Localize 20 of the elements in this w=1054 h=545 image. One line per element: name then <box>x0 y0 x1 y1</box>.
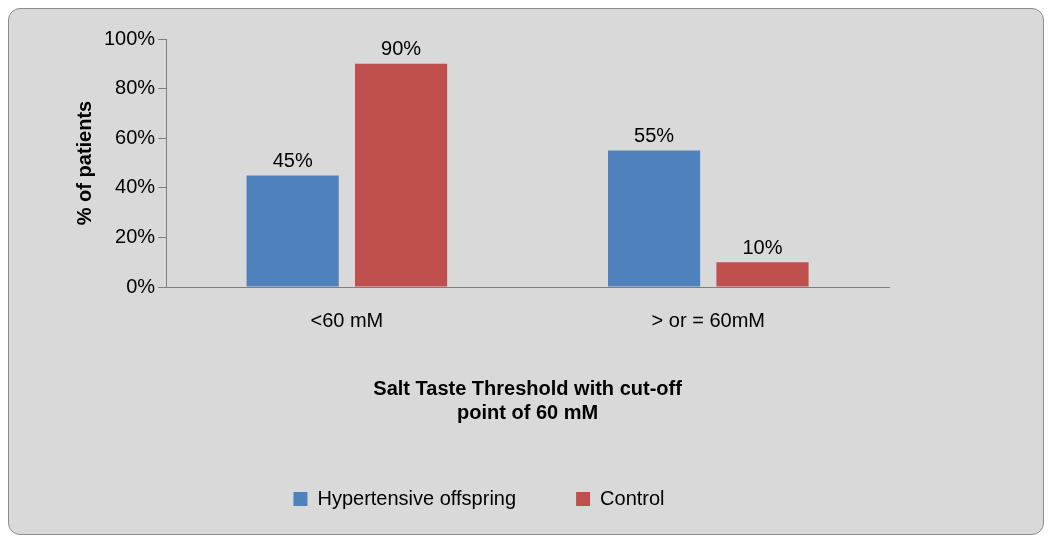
x-tick-label: > or = 60mM <box>651 308 765 331</box>
bar <box>607 150 701 287</box>
data-label: 10% <box>742 235 783 258</box>
y-tick-label: 40% <box>115 175 156 198</box>
y-axis-title: % of patients <box>72 100 95 226</box>
x-tick-label: <60 mM <box>310 308 384 331</box>
bar <box>355 63 448 287</box>
data-label: 55% <box>634 124 675 147</box>
data-label: 90% <box>381 37 422 60</box>
y-tick-label: 100% <box>104 26 156 49</box>
y-tick-label: 80% <box>115 76 156 99</box>
y-tick-label: 20% <box>115 224 156 247</box>
y-tick-label: 60% <box>115 125 156 148</box>
legend-label: Hypertensive offspring <box>317 486 517 509</box>
x-axis-title: Salt Taste Threshold with cut-off point of 60 mM <box>373 376 683 423</box>
legend-label: Control <box>600 486 665 509</box>
bar <box>246 175 339 287</box>
bar <box>716 262 809 287</box>
data-label: 45% <box>272 148 313 171</box>
y-tick-label: 0% <box>126 274 156 297</box>
